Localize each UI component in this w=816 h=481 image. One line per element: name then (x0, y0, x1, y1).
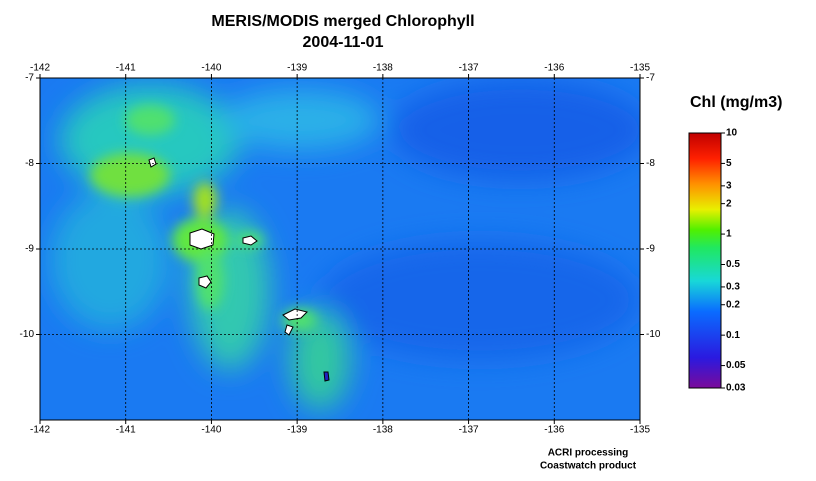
y-tick-label: -7 (25, 73, 34, 84)
colorbar-tick-label: 5 (726, 158, 732, 169)
colorbar-tick-label: 0.03 (726, 383, 746, 394)
x-tick-label: -142 (30, 63, 50, 74)
colorbar-tick-label: 3 (726, 180, 732, 191)
x-tick-label: -137 (459, 63, 479, 74)
y-tick-label: -8 (646, 158, 655, 169)
y-tick-label: -7 (646, 73, 655, 84)
x-tick-label: -135 (630, 63, 650, 74)
x-tick-label: -141 (116, 63, 136, 74)
credit: ACRI processing (548, 448, 629, 459)
x-tick-label: -137 (459, 425, 479, 436)
credit: Coastwatch product (540, 461, 637, 472)
colorbar-title: Chl (mg/m3) (690, 94, 782, 111)
x-tick-label: -138 (373, 63, 393, 74)
colorbar-tick-label: 0.05 (726, 360, 746, 371)
colorbar-tick-label: 10 (726, 128, 738, 139)
x-tick-label: -135 (630, 425, 650, 436)
x-tick-label: -140 (201, 63, 221, 74)
colorbar-tick-label: 1 (726, 229, 732, 240)
x-tick-label: -139 (287, 63, 307, 74)
x-tick-label: -138 (373, 425, 393, 436)
colorbar (688, 132, 722, 389)
colorbar-tick-label: 0.3 (726, 282, 740, 293)
x-tick-label: -136 (544, 425, 564, 436)
colorbar-tick-label: 0.5 (726, 259, 740, 270)
x-tick-label: -141 (116, 425, 136, 436)
y-tick-label: -10 (20, 329, 35, 340)
colorbar-tick-label: 0.2 (726, 299, 740, 310)
y-tick-label: -9 (646, 244, 655, 255)
y-tick-label: -10 (646, 329, 661, 340)
title: MERIS/MODIS merged Chlorophyll (211, 13, 474, 30)
subtitle: 2004-11-01 (303, 34, 384, 51)
x-tick-label: -142 (30, 425, 50, 436)
y-tick-label: -8 (25, 158, 34, 169)
colorbar-tick-label: 0.1 (726, 330, 740, 341)
x-tick-label: -136 (544, 63, 564, 74)
x-tick-label: -139 (287, 425, 307, 436)
x-tick-label: -140 (201, 425, 221, 436)
colorbar-tick-label: 2 (726, 198, 732, 209)
y-tick-label: -9 (25, 244, 34, 255)
